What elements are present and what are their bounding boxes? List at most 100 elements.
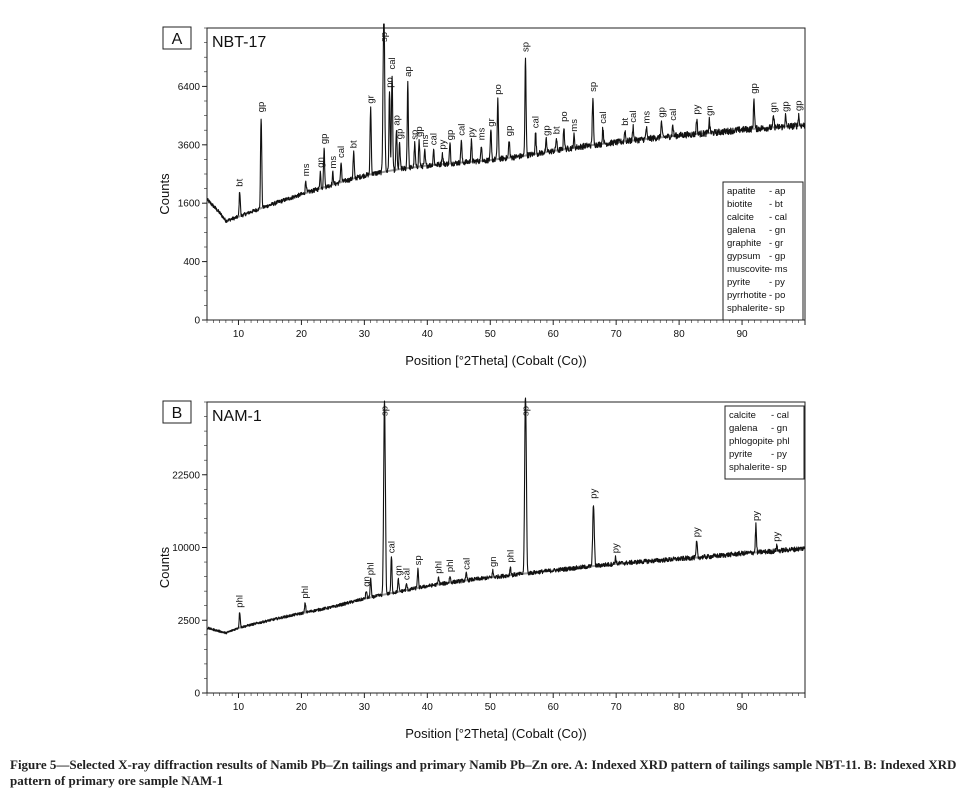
xrd-figure: btgpmsgngpmscalbtgrsppocalapgpapspgpmsca… [157,23,806,741]
x-tick-label: 50 [485,329,497,340]
legend-mineral-abbr: - gr [769,238,783,249]
x-tick-label: 40 [422,702,434,713]
peak-label: sp [413,555,424,565]
peak-label: bt [620,118,631,126]
x-tick-label: 20 [296,702,308,713]
y-axis-label: Counts [157,173,172,215]
x-tick-label: 80 [674,702,686,713]
legend-mineral-abbr: - bt [769,199,783,210]
legend-mineral-name: muscovite [727,264,770,275]
legend-mineral-abbr: - gn [771,423,787,434]
y-tick-label: 0 [194,316,200,327]
peak-label: cal [429,133,440,145]
peak-label: bt [349,140,360,148]
y-tick-label: 22500 [172,470,200,481]
peak-label: sp [588,82,599,92]
x-tick-label: 60 [548,702,560,713]
peak-label: gn [361,576,372,587]
chart-title: NBT-17 [212,34,266,51]
background-curve [206,124,806,223]
peak-label: ms [301,163,312,176]
legend-mineral-abbr: - sp [769,303,785,314]
legend-mineral-abbr: - ap [769,186,785,197]
peak-label: cal [598,112,609,124]
x-tick-label: 10 [233,702,245,713]
peak-label: ms [569,119,580,132]
peak-label: phl [366,563,377,576]
legend-mineral-abbr: - sp [771,462,787,473]
legend-mineral-abbr: - phl [771,436,789,447]
peak-label: gp [504,126,515,137]
peak-label: phl [235,595,246,608]
legend-mineral-name: pyrite [729,449,752,460]
x-tick-label: 30 [359,329,371,340]
peak-label: gp [445,130,456,141]
peak-label: cal [456,124,467,136]
peak-label: po [385,77,396,88]
legend-mineral-name: gypsum [727,251,760,262]
peak-label: cal [668,109,679,121]
panel-label: B [172,405,183,422]
x-tick-label: 10 [233,329,245,340]
legend-mineral-name: calcite [727,212,754,223]
legend-mineral-name: apatite [727,186,756,197]
y-tick-label: 10000 [172,543,200,554]
peak-label: phl [505,550,516,563]
peak-label: sp [521,406,532,416]
legend-mineral-name: calcite [729,410,756,421]
legend-mineral-abbr: - py [771,449,787,460]
peak-label: gn [488,556,499,567]
peak-label: sp [380,406,391,416]
y-tick-label: 3600 [178,140,201,151]
legend-mineral-name: pyrrhotite [727,290,767,301]
peak-label: py [692,527,703,537]
x-tick-label: 70 [611,329,623,340]
peak-label: ms [641,111,652,124]
y-tick-label: 0 [194,689,200,700]
x-tick-label: 70 [611,702,623,713]
peak-label: cal [336,146,347,158]
peak-label: ms [328,156,339,169]
peak-label: bt [235,178,246,186]
legend: apatite - ap biotite - bt calcite - cal galena… [722,181,804,321]
pattern-line [206,397,806,635]
y-tick-label: 1600 [178,199,201,210]
x-tick-label: 60 [548,329,560,340]
peak-label: gp [395,129,406,140]
peak-label: sp [379,32,390,42]
chart-title: NAM-1 [212,408,262,425]
peak-label: gp [414,126,425,137]
peak-label: gp [319,134,330,145]
legend-mineral-name: biotite [727,199,752,210]
peak-label: cal [531,116,542,128]
panel-label: A [172,31,183,48]
legend-mineral-name: sphalerite [727,303,768,314]
peak-label: cal [402,568,413,580]
peak-label: cal [386,541,397,553]
legend-mineral-abbr: - py [769,277,785,288]
peak-label: gn [769,102,780,113]
x-tick-label: 90 [736,702,748,713]
legend-box [724,405,805,480]
peak-label: py [589,488,600,498]
legend-mineral-abbr: - gp [769,251,785,262]
peak-label: ms [477,127,488,140]
peak-label: gr [486,118,497,126]
y-tick-label: 6400 [178,82,201,93]
peak-label: sp [410,130,421,140]
legend-mineral-name: phlogopite [729,436,773,447]
legend: calcite - cal galena - gn phlogopite- phl pyr… [724,405,805,480]
x-tick-label: 20 [296,329,308,340]
legend-mineral-abbr: - cal [769,212,787,223]
peak-label: gp [657,107,668,118]
legend-mineral-abbr: - po [769,290,785,301]
peak-label: gp [256,102,267,113]
y-axis-label: Counts [157,546,172,588]
x-axis-label: Position [°2Theta] (Cobalt (Co)) [405,726,587,741]
peak-label: bt [551,126,562,134]
plot-frame [206,401,806,694]
legend-mineral-name: sphalerite [729,462,770,473]
peak-label: py [772,532,783,542]
y-tick-label: 2500 [178,616,201,627]
peak-label: py [437,139,448,149]
